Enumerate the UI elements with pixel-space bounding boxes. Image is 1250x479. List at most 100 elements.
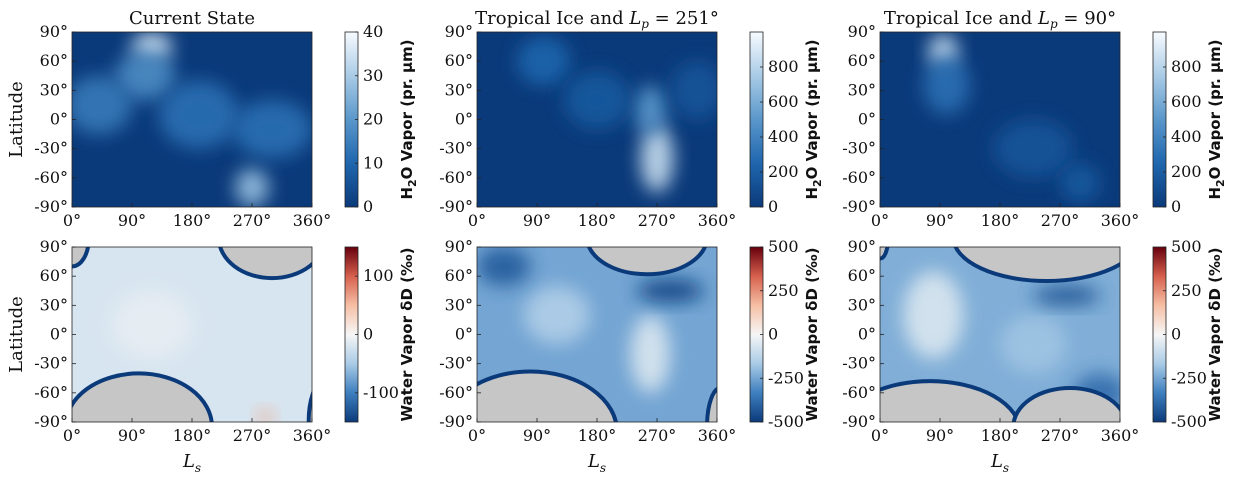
x-tick-label: 90° [118, 211, 146, 230]
colorbar-tick-label: 200 [1171, 162, 1202, 181]
heatmap-area [880, 32, 1120, 207]
colorbar-tick-label: 500 [1171, 237, 1202, 256]
y-tick-label: 60° [848, 266, 876, 285]
masked-region-1 [880, 379, 1021, 422]
masked-region-4 [1011, 385, 1120, 422]
y-tick-label: 90° [848, 237, 876, 256]
y-tick-label: -30° [34, 354, 68, 373]
heatmap-area [477, 247, 717, 422]
y-tick-label: -90° [842, 197, 876, 216]
y-tick-label: 30° [445, 295, 473, 314]
colorbar-tick-label: 20 [363, 110, 383, 129]
y-tick-label: -30° [439, 354, 473, 373]
y-tick-label: 0° [858, 110, 876, 129]
panel-4: 90°60°30°0°-30°-60°-90°0° 90° 180° 270° 360°… [6, 237, 416, 475]
y-tick-label: 0° [455, 110, 473, 129]
x-tick-label: 360° [293, 426, 332, 445]
y-tick-label: 90° [40, 22, 68, 41]
x-tick-label: 360° [1101, 426, 1140, 445]
colorbar-title: H2O Vapor (pr. μm) [398, 39, 419, 199]
heatmap-area [880, 247, 1120, 422]
x-tick-label: 180° [578, 211, 617, 230]
colorbar-tick-label: 0 [1171, 325, 1181, 344]
y-tick-label: -60° [842, 383, 876, 402]
heatmap-feature-1 [257, 409, 274, 422]
colorbar-title: H2O Vapor (pr. μm) [803, 39, 824, 199]
y-tick-label: -30° [34, 139, 68, 158]
panel-title: Tropical Ice and Lp = 90° [884, 8, 1116, 31]
x-tick-label: 180° [981, 426, 1020, 445]
colorbar [1152, 31, 1167, 208]
y-tick-label: -90° [842, 412, 876, 431]
colorbar-tick-label: 250 [1171, 281, 1202, 300]
y-tick-label: 90° [848, 22, 876, 41]
x-tick-label: 90° [523, 426, 551, 445]
y-tick-label: 60° [445, 266, 473, 285]
x-tick-label: 0° [871, 426, 889, 445]
y-axis-title: Latitude [6, 296, 27, 373]
y-tick-label: 30° [445, 80, 473, 99]
colorbar-title: H2O Vapor (pr. μm) [1206, 39, 1227, 199]
colorbar-tick-label: -500 [768, 412, 804, 431]
x-tick-label: 90° [926, 426, 954, 445]
colorbar-title: Water Vapor δD (‰) [803, 248, 821, 422]
x-tick-label: 270° [233, 211, 272, 230]
y-tick-label: 0° [50, 325, 68, 344]
x-tick-label: 360° [698, 211, 737, 230]
x-tick-label: 360° [1101, 211, 1140, 230]
y-tick-label: -30° [439, 139, 473, 158]
colorbar-tick-label: 800 [768, 57, 799, 76]
colorbar-tick-label: 500 [768, 237, 799, 256]
heatmap-feature-5 [670, 61, 717, 120]
x-tick-label: 270° [638, 426, 677, 445]
x-tick-label: 270° [233, 426, 272, 445]
panel-6: 90°60°30°0°-30°-60°-90°0° 90° 180° 270° 360°… [842, 237, 1224, 475]
colorbar-title: Water Vapor δD (‰) [398, 248, 416, 422]
y-tick-label: -60° [439, 383, 473, 402]
colorbar-tick-label: 250 [768, 281, 799, 300]
y-tick-label: 30° [848, 80, 876, 99]
x-tick-label: 90° [926, 211, 954, 230]
x-tick-label: 180° [173, 211, 212, 230]
heatmap-feature-6 [158, 80, 239, 149]
y-axis-title: Latitude [6, 81, 27, 158]
y-tick-label: 60° [445, 51, 473, 70]
x-tick-label: 270° [1041, 211, 1080, 230]
colorbar-tick-label: 400 [1171, 127, 1202, 146]
masked-region-2 [953, 247, 1120, 284]
heatmap-feature-2 [633, 85, 667, 135]
y-tick-label: 90° [40, 237, 68, 256]
x-axis-title: Ls [182, 451, 201, 475]
y-tick-label: -90° [34, 412, 68, 431]
heatmap-feature-1 [630, 315, 671, 393]
colorbar-tick-label: 0 [768, 325, 778, 344]
y-tick-label: -60° [439, 168, 473, 187]
heatmap-feature-3 [235, 168, 269, 207]
masked-region-1 [477, 369, 618, 422]
panel-title: Tropical Ice and Lp = 251° [475, 8, 719, 31]
panel-title: Current State [129, 8, 255, 29]
colorbar-tick-label: -100 [363, 383, 399, 402]
panel-5: 90°60°30°0°-30°-60°-90°0° 90° 180° 270° 360°… [439, 237, 821, 475]
colorbar-tick-label: 40 [363, 22, 383, 41]
x-tick-label: 90° [118, 426, 146, 445]
heatmap-feature-1 [640, 124, 674, 193]
colorbar-tick-label: 600 [1171, 92, 1202, 111]
heatmap-feature-3 [993, 119, 1074, 178]
heatmap-area [72, 32, 312, 207]
x-tick-label: 0° [871, 211, 889, 230]
y-tick-label: 0° [50, 110, 68, 129]
y-tick-label: 30° [40, 80, 68, 99]
y-tick-label: 0° [455, 325, 473, 344]
panel-2: 90°60°30°0°-30°-60°-90°0° 90° 180° 270° 360°… [439, 8, 824, 230]
y-tick-label: -30° [842, 354, 876, 373]
heatmap-feature-1 [903, 271, 964, 359]
colorbar-tick-label: -250 [1171, 368, 1207, 387]
heatmap-feature-4 [637, 279, 704, 303]
masked-region-4 [306, 390, 312, 422]
heatmap-feature-4 [563, 70, 631, 130]
heatmap-feature-2 [523, 285, 591, 345]
x-tick-label: 180° [981, 211, 1020, 230]
colorbar-tick-label: -500 [1171, 412, 1207, 431]
